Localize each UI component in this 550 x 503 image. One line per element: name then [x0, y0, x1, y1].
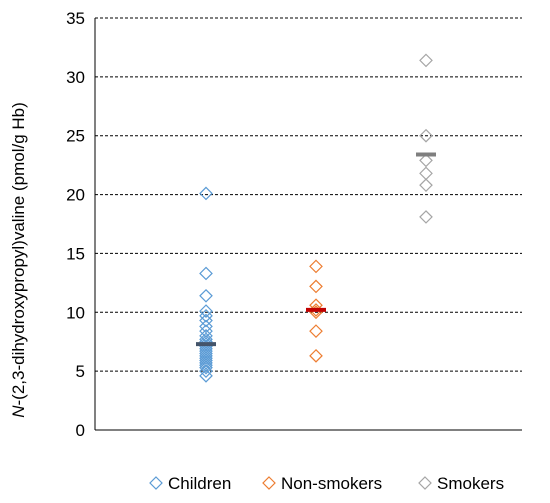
- y-axis-label: N-(2,3-dihydroxypropyl)valine (pmol/g Hb…: [9, 102, 28, 418]
- y-tick-label: 15: [66, 244, 85, 263]
- y-axis-label-rest: -(2,3-dihydroxypropyl)valine (pmol/g Hb): [9, 102, 28, 405]
- data-point: [199, 266, 213, 281]
- data-point: [419, 53, 433, 68]
- data-point: [419, 128, 433, 143]
- data-point: [309, 348, 323, 363]
- data-point: [199, 304, 213, 318]
- data-point: [199, 186, 213, 201]
- data-point: [199, 356, 213, 370]
- data-point: [199, 288, 213, 303]
- y-tick-label: 25: [66, 127, 85, 146]
- data-points: [199, 53, 433, 383]
- y-tick-label: 5: [76, 362, 85, 381]
- data-point: [419, 153, 433, 168]
- data-point: [199, 369, 213, 383]
- data-point: [419, 178, 433, 193]
- y-tick-label: 20: [66, 186, 85, 205]
- legend-label: Non-smokers: [281, 474, 382, 493]
- data-point: [199, 308, 213, 323]
- legend-label: Children: [168, 474, 231, 493]
- legend-item: Smokers: [418, 474, 504, 493]
- legend-diamond-icon: [418, 476, 432, 490]
- data-point: [309, 259, 323, 274]
- y-tick-labels: 0 5 10 15 20 25 30 35: [66, 9, 85, 440]
- data-point: [199, 364, 213, 378]
- y-axis: [94, 18, 522, 431]
- legend-item: Non-smokers: [262, 474, 382, 493]
- legend-item: Children: [149, 474, 231, 493]
- mean-markers: [196, 152, 436, 347]
- data-point: [199, 324, 213, 338]
- y-tick-label: 10: [66, 303, 85, 322]
- y-tick-label: 30: [66, 68, 85, 87]
- data-point: [199, 313, 213, 328]
- data-point: [419, 166, 433, 181]
- grid-lines: [95, 17, 522, 372]
- data-point: [419, 210, 433, 224]
- legend: Children Non-smokers Smokers: [149, 474, 504, 493]
- data-point: [309, 324, 323, 338]
- y-tick-label: 35: [66, 9, 85, 28]
- y-tick-label: 0: [76, 421, 85, 440]
- data-point: [199, 328, 213, 343]
- legend-label: Smokers: [437, 474, 504, 493]
- data-point: [199, 360, 213, 375]
- legend-diamond-icon: [262, 476, 276, 490]
- y-axis-label-italic: N: [9, 405, 28, 418]
- data-point: [199, 351, 213, 366]
- data-point: [199, 353, 213, 368]
- legend-diamond-icon: [149, 476, 163, 490]
- data-point: [199, 358, 213, 373]
- data-point: [309, 279, 323, 294]
- data-point: [199, 319, 213, 334]
